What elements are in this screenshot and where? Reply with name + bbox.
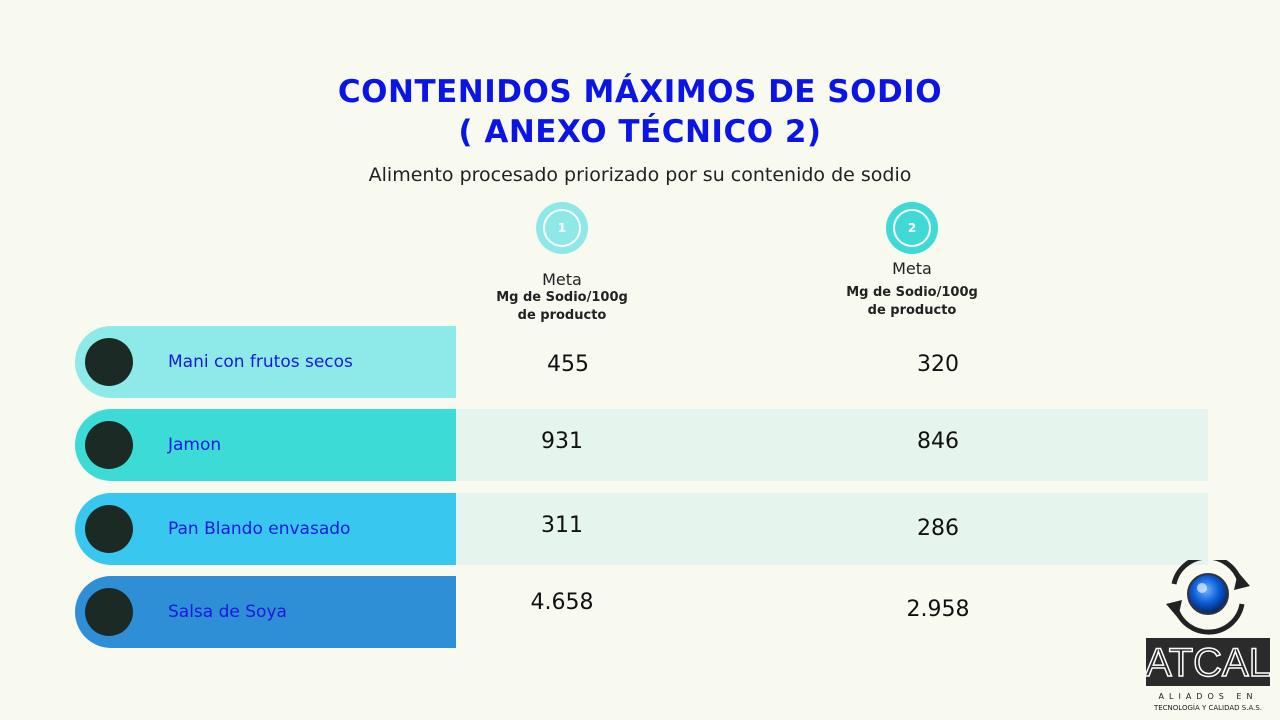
- bullet-dot: [85, 338, 133, 386]
- column-2-badge: 2: [886, 202, 938, 254]
- subtitle: Alimento procesado priorizado por su con…: [368, 164, 912, 186]
- row-label-pill: Salsa de Soya: [75, 576, 456, 648]
- row-label-pill: Mani con frutos secos: [75, 326, 456, 398]
- column-2-meta-label: Meta: [892, 259, 932, 278]
- column-2-unit-line-2: de producto: [867, 303, 957, 318]
- column-1-badge: 1: [536, 202, 588, 254]
- title-line-2: ( ANEXO TÉCNICO 2): [458, 114, 822, 150]
- bullet-dot: [85, 505, 133, 553]
- column-2-header: Meta Mg de Sodio/100g de producto: [812, 259, 1012, 320]
- column-2-number: 2: [893, 209, 931, 247]
- logo-brand: ATCAL: [1146, 641, 1270, 685]
- row-meta-2-value: 2.958: [906, 597, 970, 622]
- row-meta-1-value: 931: [541, 429, 583, 454]
- atcal-logo: ATCAL ALIADOS EN TECNOLOGÍA Y CALIDAD S.…: [1144, 554, 1272, 716]
- row-background: [456, 409, 1208, 481]
- row-label: Salsa de Soya: [168, 602, 287, 622]
- column-1-meta-label: Meta: [542, 270, 582, 289]
- bullet-dot: [85, 588, 133, 636]
- row-meta-1-value: 311: [541, 513, 583, 538]
- title-line-1: CONTENIDOS MÁXIMOS DE SODIO: [337, 74, 943, 110]
- atcal-logo-mark: ATCAL ALIADOS EN TECNOLOGÍA Y CALIDAD S.…: [1144, 554, 1272, 712]
- row-label-pill: Pan Blando envasado: [75, 493, 456, 565]
- column-1-unit-line-1: Mg de Sodio/100g: [496, 290, 628, 305]
- row-meta-2-value: 320: [917, 352, 959, 377]
- logo-tagline-2: TECNOLOGÍA Y CALIDAD S.A.S.: [1153, 703, 1262, 712]
- column-1-number: 1: [543, 209, 581, 247]
- column-2-unit-line-1: Mg de Sodio/100g: [846, 285, 978, 300]
- row-label: Pan Blando envasado: [168, 519, 351, 539]
- row-meta-2-value: 286: [917, 516, 959, 541]
- logo-tagline-1: ALIADOS EN: [1159, 692, 1258, 701]
- row-label: Mani con frutos secos: [168, 352, 353, 372]
- row-meta-2-value: 846: [917, 429, 959, 454]
- column-1-header: Meta Mg de Sodio/100g de producto: [462, 270, 662, 325]
- row-background: [456, 493, 1208, 565]
- column-1-unit-line-2: de producto: [517, 308, 607, 323]
- row-meta-1-value: 455: [547, 352, 589, 377]
- row-label: Jamon: [168, 435, 222, 455]
- bullet-dot: [85, 421, 133, 469]
- row-meta-1-value: 4.658: [530, 590, 594, 615]
- row-label-pill: Jamon: [75, 409, 456, 481]
